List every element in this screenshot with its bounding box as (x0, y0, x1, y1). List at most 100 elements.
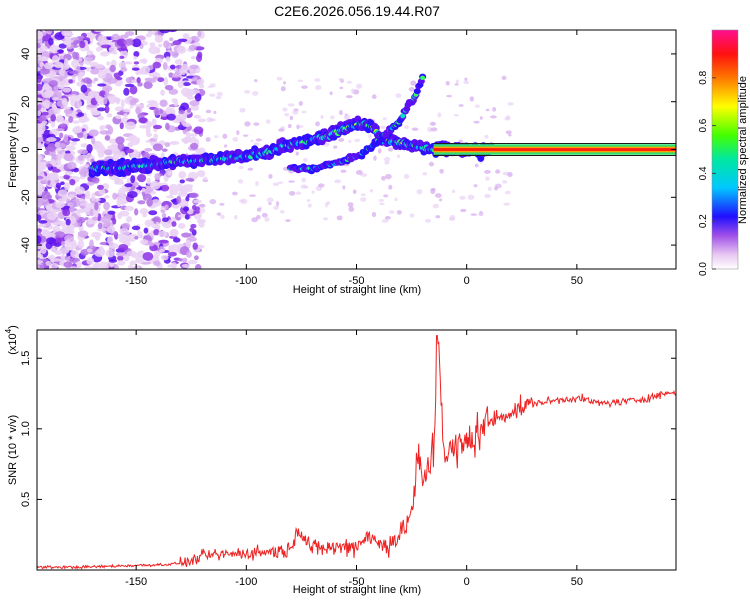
spectrogram-noise (276, 76, 283, 81)
spectrogram-noise (167, 170, 173, 176)
spectrogram-noise (377, 148, 382, 154)
spectrogram-noise (126, 250, 137, 257)
spectrogram-noise (454, 83, 459, 86)
spectrogram-noise (459, 195, 466, 200)
spectrogram-noise (194, 264, 202, 269)
spectrogram-noise (77, 149, 88, 155)
spectrogram-noise (152, 76, 159, 81)
spectrogram-noise (213, 110, 217, 115)
spectrogram-noise (59, 132, 64, 139)
spectrogram-noise (189, 192, 199, 199)
spectrogram-noise (129, 104, 134, 109)
spectrogram-noise (180, 87, 191, 97)
spectrogram-noise (96, 107, 106, 112)
spectrogram-noise (168, 244, 173, 253)
spectrogram-noise (40, 246, 47, 255)
spectrogram-noise (70, 141, 77, 146)
spectrogram-noise (232, 136, 239, 142)
spectrogram-noise (266, 197, 274, 203)
spectrogram-noise (338, 77, 344, 81)
spectrogram-noise (61, 30, 72, 37)
spectrogram-noise (113, 263, 119, 269)
spectrogram-noise (493, 186, 499, 191)
spectrogram-noise (117, 142, 125, 151)
spectrogram-ticks: -150 -100 -50 0 50 -40 -20 0 20 40 (20, 30, 676, 287)
spectrogram-noise (140, 66, 145, 75)
spectrogram-noise (455, 79, 459, 84)
spectrogram-noise (124, 148, 135, 154)
spectrogram-noise (70, 266, 78, 269)
spectrogram-noise (164, 142, 171, 148)
spectrogram-noise (167, 30, 178, 33)
spectrogram-noise (147, 79, 157, 83)
spectrogram-noise (146, 198, 153, 207)
spectrogram-noise (68, 70, 79, 74)
spectrogram-ytick-label: 40 (20, 48, 32, 60)
spectrogram-noise (384, 156, 391, 162)
spectrogram-noise (144, 147, 153, 152)
spectrogram-noise (505, 115, 511, 120)
colorbar-tick-label: 0.4 (698, 166, 709, 180)
spectrogram-noise (41, 111, 49, 116)
spectrogram-noise (181, 232, 192, 238)
spectrogram-noise (278, 128, 285, 132)
spectrogram-ytick-label: 0 (20, 146, 32, 152)
spectrogram-noise (138, 117, 148, 124)
spectrogram-noise (427, 126, 433, 133)
spectrogram-noise (171, 221, 177, 227)
colorbar-label: Normalized spectral amplitude (737, 76, 749, 224)
colorbar-frame (711, 29, 739, 270)
spectrogram-noise (346, 80, 352, 84)
spectrogram-noise (460, 208, 467, 213)
spectrogram-noise (70, 138, 81, 142)
spectrogram-noise (90, 68, 100, 75)
spectrogram-noise (344, 116, 348, 121)
spectrogram-noise (115, 252, 126, 257)
spectrogram-noise (53, 249, 59, 254)
spectrogram-noise (164, 204, 169, 209)
spectrogram-noise (253, 142, 260, 146)
spectrogram-noise (77, 73, 83, 82)
spectrogram-noise (131, 67, 140, 71)
spectrogram-noise (439, 168, 444, 174)
spectrogram-noise (179, 200, 189, 208)
spectrogram-noise (216, 91, 223, 97)
spectrogram-noise (124, 61, 133, 65)
spectrogram-noise (83, 96, 90, 101)
spectrogram-noise (490, 115, 497, 119)
spectrogram-noise (131, 38, 142, 48)
spectrogram-noise (62, 78, 71, 84)
spectrogram-noise (91, 177, 100, 184)
spectrogram-noise (194, 255, 199, 261)
spectrogram-noise (479, 116, 483, 120)
spectrogram-noise (72, 126, 83, 134)
spectrogram-noise (112, 217, 117, 225)
spectrogram-noise (45, 163, 53, 168)
spectrogram-noise (76, 112, 85, 117)
spectrogram-noise (158, 239, 169, 244)
spectrogram-noise (504, 190, 511, 195)
spectrogram-noise (112, 192, 118, 200)
spectrogram-noise (37, 259, 44, 264)
spectrogram-noise (96, 184, 104, 190)
spectrogram-noise (496, 183, 501, 187)
spectrogram-noise (41, 56, 47, 62)
spectrogram-noise (464, 77, 468, 81)
spectrogram-noise (177, 80, 184, 89)
spectrogram-noise (475, 104, 480, 108)
spectrogram-noise (120, 34, 129, 39)
snr-xtick-label: 0 (464, 576, 470, 588)
spectrogram-noise (134, 104, 145, 108)
spectrogram-noise (175, 65, 182, 69)
spectrogram-noise (189, 100, 200, 107)
spectrogram-noise (301, 177, 307, 183)
spectrogram-noise (88, 129, 99, 137)
spectrogram-noise (395, 93, 402, 98)
spectrogram-noise (170, 262, 178, 269)
spectrogram-noise (315, 121, 320, 127)
spectrogram-noise (77, 154, 84, 161)
spectrogram-noise (297, 79, 304, 83)
spectrogram-noise (76, 208, 84, 213)
spectrogram-noise (106, 145, 117, 151)
